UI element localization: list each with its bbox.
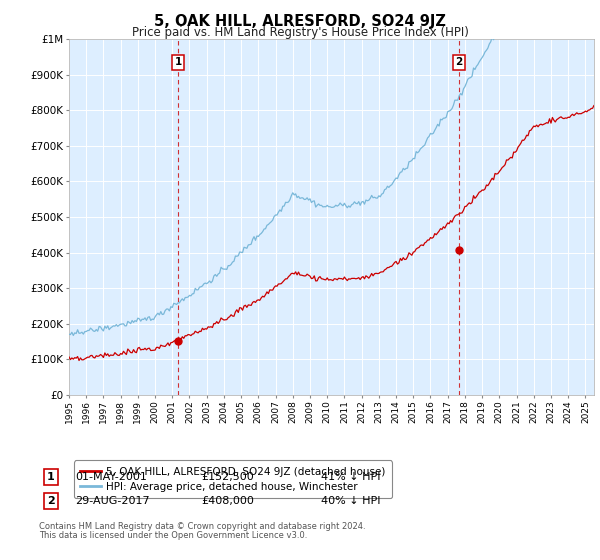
Text: 29-AUG-2017: 29-AUG-2017 — [75, 496, 149, 506]
Text: £152,500: £152,500 — [201, 472, 254, 482]
Text: Price paid vs. HM Land Registry's House Price Index (HPI): Price paid vs. HM Land Registry's House … — [131, 26, 469, 39]
Text: 41% ↓ HPI: 41% ↓ HPI — [321, 472, 380, 482]
Text: 1: 1 — [47, 472, 55, 482]
Text: £408,000: £408,000 — [201, 496, 254, 506]
Text: 5, OAK HILL, ALRESFORD, SO24 9JZ: 5, OAK HILL, ALRESFORD, SO24 9JZ — [154, 14, 446, 29]
Legend: 5, OAK HILL, ALRESFORD, SO24 9JZ (detached house), HPI: Average price, detached : 5, OAK HILL, ALRESFORD, SO24 9JZ (detach… — [74, 460, 392, 498]
Text: 1: 1 — [175, 57, 182, 67]
Text: 2: 2 — [455, 57, 463, 67]
Text: This data is licensed under the Open Government Licence v3.0.: This data is licensed under the Open Gov… — [39, 531, 307, 540]
Text: 40% ↓ HPI: 40% ↓ HPI — [321, 496, 380, 506]
Text: 2: 2 — [47, 496, 55, 506]
Text: 01-MAY-2001: 01-MAY-2001 — [75, 472, 147, 482]
Text: Contains HM Land Registry data © Crown copyright and database right 2024.: Contains HM Land Registry data © Crown c… — [39, 522, 365, 531]
